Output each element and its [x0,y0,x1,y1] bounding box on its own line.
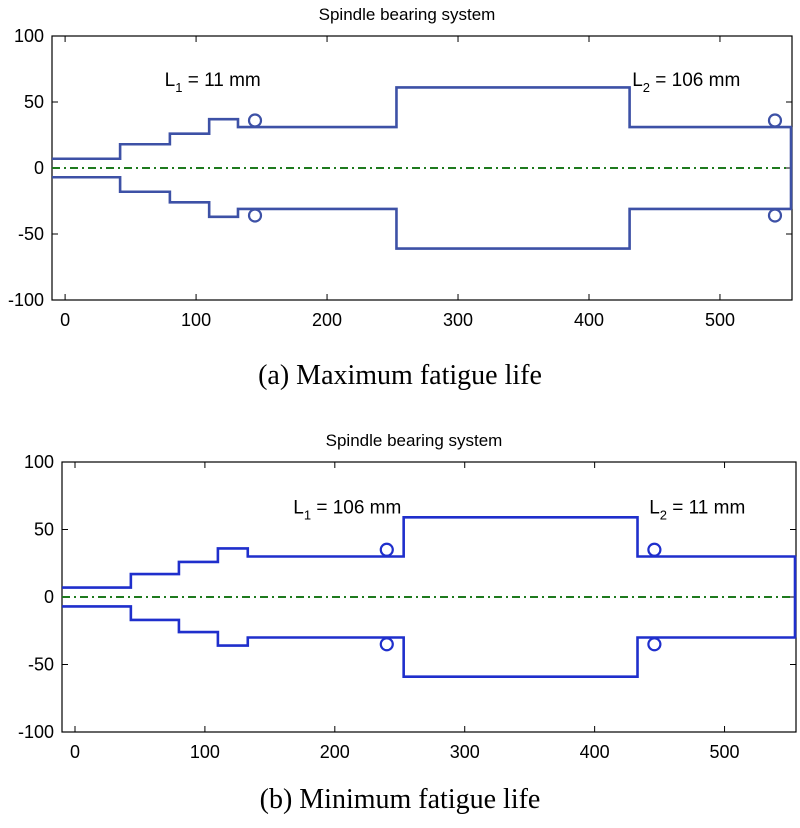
x-tick-label: 500 [710,742,740,762]
y-tick-label: -100 [8,290,44,310]
x-tick-label: 300 [443,310,473,330]
profile-upper [62,516,796,589]
y-tick-label: 100 [24,452,54,472]
y-tick-label: 50 [34,520,54,540]
y-tick-label: 0 [44,587,54,607]
x-tick-label: 400 [574,310,604,330]
x-tick-label: 0 [60,310,70,330]
profile-upper [52,86,792,161]
annotation-0: L1 = 11 mm [165,70,261,95]
y-tick-label: -100 [18,722,54,742]
y-tick-label: -50 [18,224,44,244]
x-tick-label: 100 [181,310,211,330]
bearing-marker [767,113,783,128]
profile-lower [62,605,796,678]
y-tick-label: 100 [14,26,44,46]
caption-b: (b) Minimum fatigue life [259,784,541,815]
caption-a: (a) Maximum fatigue life [258,360,542,391]
chart-title: Spindle bearing system [319,5,496,24]
x-tick-label: 100 [190,742,220,762]
x-tick-label: 200 [320,742,350,762]
y-tick-label: -50 [28,655,54,675]
y-tick-label: 50 [24,92,44,112]
bearing-marker [647,542,662,557]
bearing-marker [647,637,662,652]
bearing-marker [379,637,394,652]
x-tick-label: 300 [450,742,480,762]
annotation-1: L2 = 11 mm [649,497,745,522]
annotation-1: L2 = 106 mm [632,70,740,95]
bearing-marker [767,208,783,223]
annotation-0: L1 = 106 mm [293,497,401,522]
profile-lower [52,175,792,250]
bearing-marker [379,542,394,557]
x-tick-label: 200 [312,310,342,330]
x-tick-label: 400 [580,742,610,762]
y-tick-label: 0 [34,158,44,178]
bearing-marker [247,208,263,223]
x-tick-label: 500 [705,310,735,330]
chart-title: Spindle bearing system [326,431,503,450]
bearing-marker [247,113,263,128]
x-tick-label: 0 [70,742,80,762]
